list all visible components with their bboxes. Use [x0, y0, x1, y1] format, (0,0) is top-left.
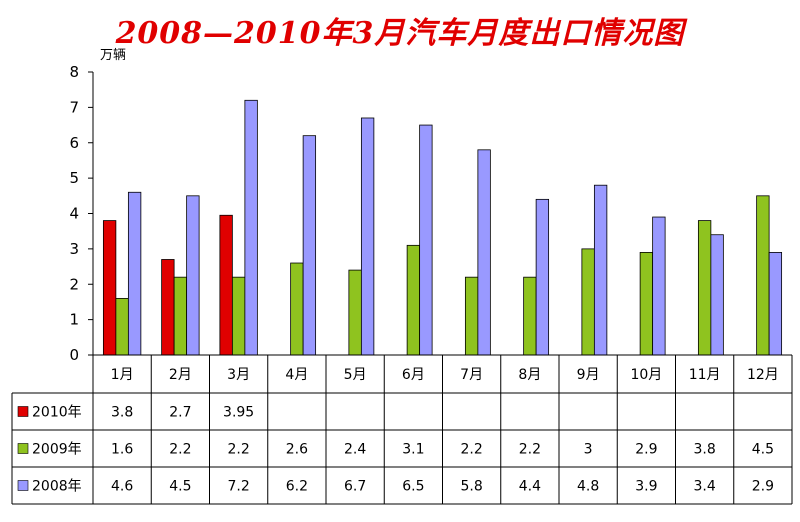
x-category-label: 2月	[169, 367, 192, 383]
data-label: 2.9	[635, 442, 657, 458]
y-tick-label: 0	[69, 346, 79, 364]
x-category-label: 9月	[577, 367, 600, 383]
bar	[231, 276, 246, 356]
bar	[173, 276, 188, 356]
bar	[348, 269, 362, 356]
bar	[127, 191, 142, 356]
data-label: 4.6	[111, 479, 133, 495]
legend-swatch	[17, 406, 29, 417]
bar	[161, 259, 175, 356]
x-category-label: 6月	[402, 367, 425, 383]
data-label: 2.4	[344, 442, 366, 458]
data-label: 4.5	[752, 442, 774, 458]
bar	[102, 220, 117, 356]
x-category-label: 12月	[747, 367, 779, 383]
bar	[115, 297, 129, 356]
bar	[219, 214, 233, 356]
data-label: 6.2	[286, 479, 308, 495]
x-category-label: 5月	[344, 367, 367, 383]
y-tick-label: 2	[69, 275, 79, 293]
legend-swatch	[17, 443, 29, 454]
data-label: 3.4	[693, 479, 715, 495]
bar	[697, 220, 712, 356]
bar	[406, 244, 421, 356]
bar	[302, 135, 317, 356]
legend-label: 2009年	[32, 442, 82, 458]
chart-title: 2008—2010年3月汽车月度出口情况图	[115, 16, 685, 51]
data-label: 1.6	[111, 442, 133, 458]
data-label: 6.7	[344, 479, 366, 495]
x-category-label: 4月	[285, 367, 308, 383]
x-category-label: 11月	[689, 367, 721, 383]
data-label: 3.1	[402, 442, 424, 458]
data-label: 4.5	[169, 479, 191, 495]
bar	[756, 195, 770, 356]
data-label: 6.5	[402, 479, 424, 495]
data-label: 2.9	[752, 479, 774, 495]
y-tick-label: 3	[69, 240, 79, 258]
data-label: 2.2	[460, 442, 482, 458]
y-tick-label: 5	[69, 169, 79, 187]
bar	[523, 276, 537, 356]
bar	[244, 99, 258, 356]
bar	[419, 124, 433, 356]
x-category-label: 1月	[111, 367, 134, 383]
bar	[652, 216, 666, 356]
bar	[535, 198, 550, 356]
x-category-label: 7月	[460, 367, 483, 383]
bar	[581, 248, 595, 356]
bar	[477, 149, 491, 356]
bar	[186, 195, 200, 356]
data-label: 2.6	[286, 442, 308, 458]
data-label: 4.8	[577, 479, 599, 495]
data-label: 2.7	[169, 405, 191, 421]
data-label: 5.8	[460, 479, 482, 495]
legend-label: 2008年	[32, 479, 82, 495]
y-tick-label: 7	[69, 98, 79, 116]
data-label: 3.8	[111, 405, 133, 421]
y-axis-unit-label: 万辆	[100, 48, 127, 63]
legend-swatch	[17, 480, 29, 491]
data-label: 2.2	[519, 442, 541, 458]
data-label: 3.8	[693, 442, 715, 458]
bar	[464, 276, 479, 356]
x-category-label: 10月	[630, 367, 662, 383]
bar	[639, 252, 654, 356]
y-tick-label: 6	[69, 134, 79, 152]
data-label: 3.95	[223, 405, 254, 421]
y-tick-label: 4	[69, 205, 79, 223]
bar	[593, 184, 608, 356]
data-label: 2.2	[169, 442, 191, 458]
legend-label: 2010年	[32, 405, 82, 421]
bar	[710, 234, 724, 356]
y-tick-label: 8	[69, 63, 79, 81]
data-label: 3.9	[635, 479, 657, 495]
data-label: 2.2	[227, 442, 249, 458]
x-category-label: 3月	[227, 367, 250, 383]
x-category-label: 8月	[518, 367, 541, 383]
data-label: 3	[584, 442, 593, 458]
y-tick-label: 1	[69, 311, 79, 329]
bar	[290, 262, 304, 356]
data-label: 7.2	[227, 479, 249, 495]
bar	[360, 117, 375, 356]
data-label: 4.4	[519, 479, 541, 495]
bar	[768, 252, 783, 356]
